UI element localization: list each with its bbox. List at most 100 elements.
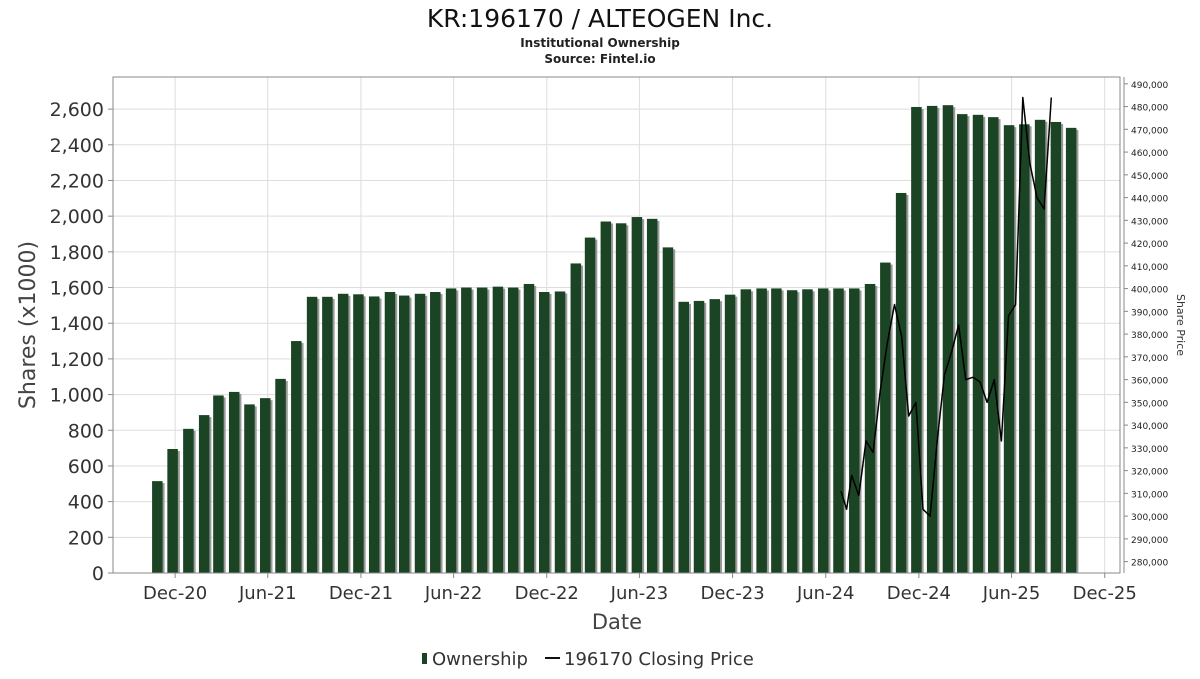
legend-label-price: 196170 Closing Price <box>564 649 754 670</box>
y-tick-label: 2,000 <box>50 206 104 228</box>
y2-tick-label: 410,000 <box>1131 263 1168 273</box>
y-tick-label: 1,400 <box>50 313 104 335</box>
ownership-bar <box>662 247 674 573</box>
ownership-bar <box>956 114 968 574</box>
y2-tick-label: 280,000 <box>1131 559 1168 569</box>
y2-tick-label: 310,000 <box>1131 490 1168 500</box>
x-tick-label: Jun-22 <box>424 583 483 604</box>
ownership-bar <box>911 106 922 574</box>
ownership-bar <box>461 287 472 573</box>
ownership-bar <box>538 291 550 573</box>
ownership-bar <box>322 296 333 573</box>
ownership-bar <box>384 291 396 573</box>
x-tick-label: Dec-21 <box>329 583 393 604</box>
y2-tick-label: 430,000 <box>1131 217 1168 227</box>
y2-tick-label: 440,000 <box>1131 195 1168 205</box>
x-tick-label: Dec-22 <box>515 583 579 604</box>
y2-tick-label: 490,000 <box>1131 81 1168 91</box>
x-axis-ticks: Dec-20 Jun-21 Dec-21 Jun-22 Dec-22 Jun-23 Dec-… <box>143 573 1137 604</box>
ownership-bar <box>817 288 829 573</box>
ownership-bar <box>584 237 596 573</box>
ownership-bar <box>693 300 705 573</box>
price-line <box>840 96 1053 517</box>
chart-source: Source: Fintel.io <box>544 52 655 66</box>
ownership-bar <box>942 105 954 573</box>
ownership-bar <box>864 283 876 573</box>
ownership-bar <box>291 341 302 573</box>
y-tick-label: 2,400 <box>50 135 104 157</box>
x-tick-label: Jun-25 <box>982 583 1041 604</box>
ownership-bar <box>275 378 286 573</box>
ownership-bar <box>414 293 426 573</box>
y2-tick-label: 390,000 <box>1131 308 1168 318</box>
y-tick-label: 2,600 <box>50 99 104 121</box>
ownership-bar <box>398 295 410 573</box>
y2-tick-label: 300,000 <box>1131 513 1168 523</box>
x-tick-label: Dec-24 <box>887 583 951 604</box>
y2-tick-label: 370,000 <box>1131 354 1168 364</box>
ownership-bar <box>183 428 194 573</box>
ownership-bar <box>368 296 380 573</box>
ownership-bars <box>152 105 1079 574</box>
ownership-bar <box>740 289 752 573</box>
ownership-bar <box>507 287 519 573</box>
y2-tick-label: 380,000 <box>1131 331 1168 341</box>
ownership-bar <box>492 286 504 573</box>
y2-tick-label: 290,000 <box>1131 536 1168 546</box>
y2-tick-label: 330,000 <box>1131 445 1168 455</box>
y-tick-label: 1,600 <box>50 278 104 300</box>
ownership-bar <box>337 293 349 573</box>
y-axis-ticks: 0 200 400 600 800 1,000 1,200 1,400 1,600 1,800 2,… <box>50 99 113 585</box>
chart-subtitle: Institutional Ownership <box>520 36 680 50</box>
ownership-bar <box>353 294 364 573</box>
ownership-bar <box>724 294 736 573</box>
y2-tick-label: 420,000 <box>1131 240 1168 250</box>
ownership-bar <box>631 217 643 573</box>
y-tick-label: 800 <box>68 420 104 442</box>
ownership-bar <box>1003 125 1015 573</box>
y2-tick-label: 450,000 <box>1131 172 1168 182</box>
ownership-bar <box>260 398 271 573</box>
y-axis-label: Shares (x1000) <box>16 241 41 409</box>
ownership-bar <box>306 296 318 573</box>
ownership-bar <box>600 221 612 573</box>
ownership-bar <box>152 481 163 573</box>
y2-tick-label: 350,000 <box>1131 399 1168 409</box>
ownership-bar <box>880 262 891 573</box>
y2-axis-ticks: 280,000 290,000 300,000 310,000 320,000 330,0… <box>1124 81 1168 569</box>
y2-tick-label: 320,000 <box>1131 468 1168 478</box>
y-tick-label: 200 <box>68 527 104 549</box>
y2-tick-label: 460,000 <box>1131 149 1168 159</box>
plot-area <box>112 76 1121 574</box>
ownership-bar <box>771 288 782 573</box>
ownership-bar <box>1065 127 1077 573</box>
y2-tick-label: 360,000 <box>1131 377 1168 387</box>
y2-tick-label: 480,000 <box>1131 104 1168 114</box>
x-tick-label: Dec-25 <box>1073 583 1137 604</box>
ownership-bar <box>198 415 210 573</box>
ownership-bar <box>228 391 240 573</box>
ownership-bar <box>554 291 566 573</box>
ownership-bar <box>1050 121 1062 573</box>
ownership-bar <box>833 288 844 573</box>
y-tick-label: 1,800 <box>50 242 104 264</box>
y-tick-label: 600 <box>68 456 104 478</box>
y-tick-label: 1,200 <box>50 349 104 371</box>
legend-label-ownership: Ownership <box>432 649 528 670</box>
ownership-bar <box>972 114 984 573</box>
ownership-bar <box>709 299 721 573</box>
y2-tick-label: 470,000 <box>1131 126 1168 136</box>
x-tick-label: Dec-20 <box>143 583 207 604</box>
ownership-bar <box>988 117 999 573</box>
ownership-bar <box>445 288 457 573</box>
ownership-bar <box>646 218 658 573</box>
ownership-bar <box>802 289 813 573</box>
ownership-bar <box>615 223 627 573</box>
x-tick-label: Jun-23 <box>610 583 669 604</box>
y2-tick-label: 340,000 <box>1131 422 1168 432</box>
ownership-bar <box>476 287 488 573</box>
ownership-bar <box>430 291 441 573</box>
ownership-bar <box>1019 124 1030 573</box>
